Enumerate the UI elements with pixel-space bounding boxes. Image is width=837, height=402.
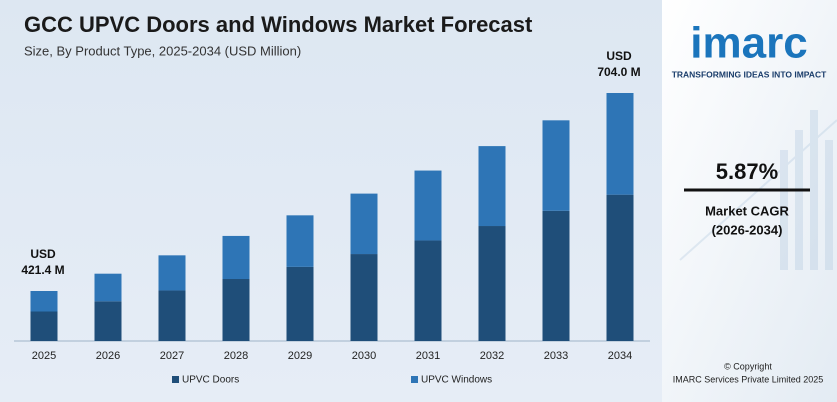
logo: imarc bbox=[690, 19, 807, 68]
chart-subtitle: Size, By Product Type, 2025-2034 (USD Mi… bbox=[24, 43, 301, 58]
cagr-value: 5.87% bbox=[716, 159, 778, 184]
x-tick-label: 2028 bbox=[224, 350, 248, 362]
x-tick-label: 2029 bbox=[288, 350, 312, 362]
x-tick-label: 2027 bbox=[160, 350, 184, 362]
x-tick-label: 2034 bbox=[608, 350, 632, 362]
bar-segment bbox=[414, 170, 442, 241]
x-tick-label: 2030 bbox=[352, 350, 376, 362]
total-label: 421.4 M bbox=[21, 263, 64, 277]
bar-segment bbox=[30, 311, 58, 341]
bar-segment bbox=[94, 273, 122, 302]
sidebar-background bbox=[662, 0, 837, 402]
x-tick-label: 2033 bbox=[544, 350, 568, 362]
total-label: USD bbox=[606, 49, 632, 63]
bar-segment bbox=[222, 279, 250, 341]
x-tick-label: 2026 bbox=[96, 350, 120, 362]
bar-segment bbox=[94, 301, 122, 341]
bar-segment bbox=[286, 215, 314, 267]
bar-segment bbox=[350, 193, 378, 255]
legend-swatch bbox=[411, 376, 418, 383]
bar-segment bbox=[478, 226, 506, 341]
bar-segment bbox=[286, 266, 314, 341]
total-label: 704.0 M bbox=[597, 65, 640, 79]
bar-segment bbox=[542, 210, 570, 341]
bar-segment bbox=[30, 291, 58, 312]
cagr-label: Market CAGR bbox=[705, 203, 789, 218]
bar-segment bbox=[222, 235, 250, 280]
bar-segment bbox=[158, 290, 186, 341]
bar-segment bbox=[606, 194, 634, 341]
bar-segment bbox=[606, 93, 634, 195]
chart-title: GCC UPVC Doors and Windows Market Foreca… bbox=[24, 12, 533, 37]
total-label: USD bbox=[30, 247, 56, 261]
legend-label: UPVC Doors bbox=[182, 375, 239, 386]
legend-swatch bbox=[172, 376, 179, 383]
x-tick-label: 2025 bbox=[32, 350, 56, 362]
bar-segment bbox=[478, 146, 506, 227]
x-tick-label: 2032 bbox=[480, 350, 504, 362]
bar-segment bbox=[350, 254, 378, 341]
copyright: © Copyright bbox=[724, 361, 772, 371]
bar-segment bbox=[158, 255, 186, 291]
company: IMARC Services Private Limited 2025 bbox=[673, 374, 824, 384]
legend-label: UPVC Windows bbox=[421, 375, 492, 386]
tagline: TRANSFORMING IDEAS INTO IMPACT bbox=[672, 69, 827, 79]
bar-segment bbox=[542, 120, 570, 211]
x-tick-label: 2031 bbox=[416, 350, 440, 362]
cagr-period: (2026-2034) bbox=[712, 222, 783, 237]
bar-segment bbox=[414, 240, 442, 341]
